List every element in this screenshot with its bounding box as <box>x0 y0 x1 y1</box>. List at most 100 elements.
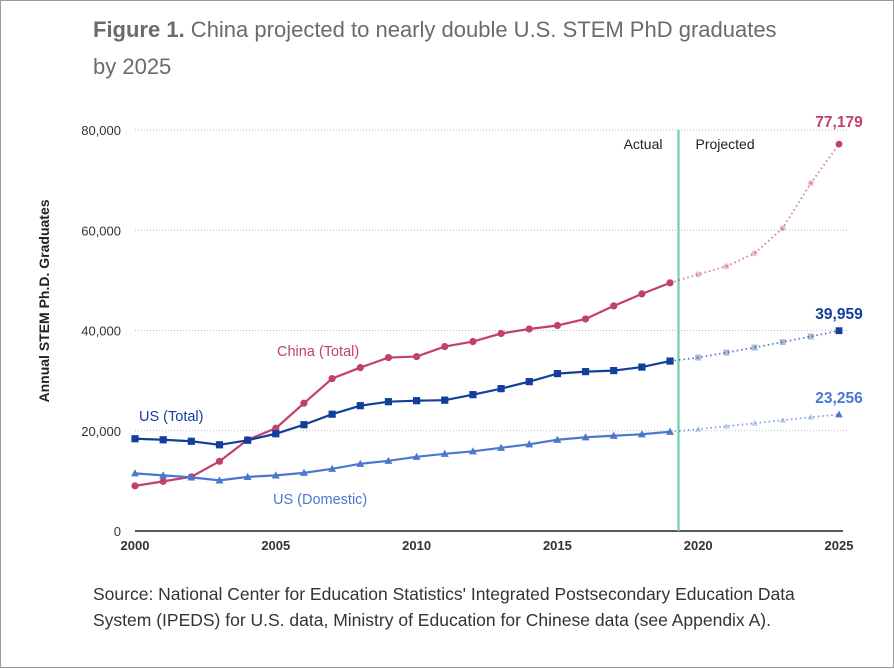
us-domestic-point <box>384 456 393 464</box>
us-domestic-projected-point <box>694 425 702 432</box>
us-total-point <box>272 430 280 438</box>
us-total-end-value-label: 39,959 <box>815 306 863 323</box>
us-domestic-point <box>468 447 477 455</box>
us-total-series-label: US (Total) <box>139 409 203 425</box>
us-total-point <box>300 421 308 429</box>
china-total-projected-point <box>751 250 758 257</box>
us-domestic-projected-point <box>835 410 843 418</box>
china-total-point <box>131 482 139 490</box>
china-total-point <box>413 352 421 361</box>
us-total-point <box>244 436 252 444</box>
us-domestic-point <box>271 471 280 479</box>
china-total-point <box>328 375 336 383</box>
source-note: Source: National Center for Education St… <box>93 584 795 630</box>
us-total-actual-line <box>134 360 671 446</box>
x-tick-label: 2015 <box>543 538 572 553</box>
us-total-projected-point <box>807 333 814 340</box>
us-domestic-point <box>440 449 449 457</box>
us-domestic-point <box>581 433 590 441</box>
us-total-point <box>328 410 336 418</box>
us-domestic-point <box>215 476 224 484</box>
us-domestic-point <box>328 464 337 472</box>
us-total-point <box>638 363 646 371</box>
figure-title: Figure 1. China projected to nearly doub… <box>93 11 793 85</box>
us-domestic-actual-line <box>134 430 671 482</box>
china-total-projected-point <box>723 263 730 270</box>
us-total-point <box>131 435 139 443</box>
china-total-point <box>215 457 224 465</box>
actual-label: Actual <box>624 136 663 152</box>
us-total-point <box>666 357 674 365</box>
us-domestic-point <box>412 452 421 460</box>
china-total-point <box>384 353 393 362</box>
us-domestic-series-label: US (Domestic) <box>273 492 367 508</box>
us-total-projected-point <box>695 354 702 361</box>
china-total-point <box>441 342 449 351</box>
series-group <box>131 140 843 490</box>
y-tick-label: 60,000 <box>81 223 121 238</box>
y-tick-label: 20,000 <box>81 424 121 439</box>
china-total-point <box>638 290 646 298</box>
china-total-point <box>610 302 618 310</box>
us-domestic-projected-line <box>669 413 840 433</box>
us-total-point <box>553 370 561 378</box>
us-total-point <box>441 396 449 404</box>
us-domestic-point <box>356 459 365 467</box>
grid <box>135 129 847 432</box>
us-total-point <box>469 391 477 399</box>
figure-title-lead: Figure 1. <box>93 17 185 42</box>
china-total-point <box>525 325 533 333</box>
china-total-point <box>159 477 167 485</box>
china-total-point <box>581 315 590 323</box>
labels-group: Actual Projected China (Total) 77,179 US (To… <box>139 114 863 508</box>
axes: 0 20,000 40,000 60,000 80,000 2000 2005 2010 201… <box>36 123 853 553</box>
china-total-actual-line <box>134 281 671 487</box>
us-domestic-point <box>497 443 506 451</box>
us-domestic-point <box>666 427 674 435</box>
us-total-point <box>610 367 618 375</box>
us-domestic-point <box>637 430 646 438</box>
us-total-point <box>497 385 505 393</box>
x-tick-label: 2005 <box>261 538 290 553</box>
us-domestic-point <box>300 468 308 476</box>
us-total-point <box>187 437 195 445</box>
china-total-projected-point <box>835 140 843 148</box>
us-total-projected-point <box>751 344 758 351</box>
china-total-projected-point <box>695 271 702 278</box>
us-total-projected-point <box>723 349 730 356</box>
us-domestic-point <box>159 471 168 479</box>
us-total-projected-point <box>835 327 843 335</box>
x-tick-label: 2010 <box>402 538 431 553</box>
china-total-projected-line <box>669 143 840 284</box>
us-domestic-end-value-label: 23,256 <box>815 390 863 407</box>
us-domestic-point <box>609 431 618 439</box>
y-tick-label: 40,000 <box>81 324 121 339</box>
us-total-point <box>413 397 421 405</box>
y-tick-label: 0 <box>114 524 121 539</box>
y-axis-title: Annual STEM Ph.D. Graduates <box>36 199 52 402</box>
y-tick-label: 80,000 <box>81 123 121 138</box>
china-total-point <box>300 399 308 407</box>
china-total-projected-point <box>779 225 786 232</box>
x-tick-label: 2025 <box>825 538 854 553</box>
china-total-point <box>497 329 505 338</box>
china-total-series-label: China (Total) <box>277 344 359 360</box>
us-domestic-point <box>131 469 139 477</box>
china-total-point <box>666 279 674 287</box>
us-domestic-point <box>187 473 196 481</box>
china-total-point <box>272 424 280 432</box>
us-domestic-point <box>243 472 252 480</box>
us-domestic-projected-point <box>807 413 815 420</box>
us-total-point <box>384 398 393 406</box>
us-total-point <box>215 441 224 449</box>
us-total-point <box>356 402 364 410</box>
us-total-point <box>581 368 590 376</box>
us-total-projected-line <box>669 329 840 362</box>
figure-title-text: China projected to nearly double U.S. ST… <box>93 17 777 79</box>
us-domestic-point <box>553 435 562 443</box>
china-total-projected-point <box>807 180 814 187</box>
us-domestic-point <box>525 440 534 448</box>
x-tick-label: 2000 <box>121 538 150 553</box>
